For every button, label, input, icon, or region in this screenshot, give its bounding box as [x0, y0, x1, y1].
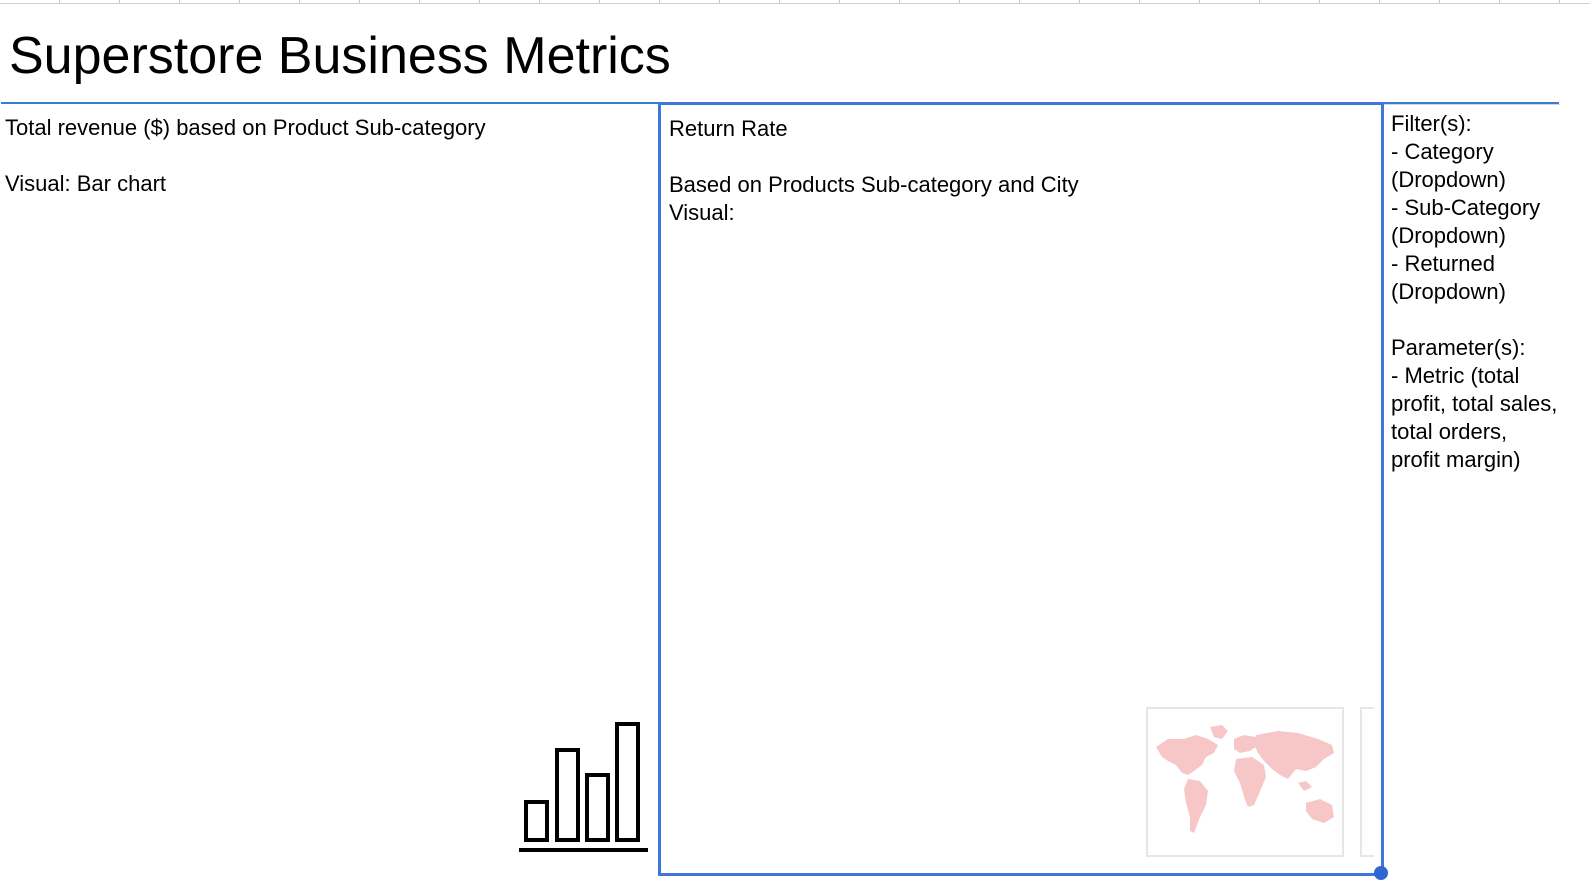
revenue-panel-visual-label: Visual: Bar chart [5, 171, 167, 196]
filter-item: - Sub-Category (Dropdown) [1391, 195, 1541, 248]
filters-heading: Filter(s): [1391, 111, 1472, 136]
ruler [0, 0, 1590, 4]
return-rate-basis: Based on Products Sub-category and City [669, 172, 1079, 197]
thumbnail-partial [1360, 707, 1374, 857]
filters-panel-text: Filter(s): - Category (Dropdown) - Sub-C… [1391, 110, 1559, 474]
spacer [5, 142, 486, 170]
bar-icon-bar [524, 800, 549, 842]
bar-chart-icon [519, 722, 648, 852]
return-rate-panel[interactable]: Return Rate Based on Products Sub-catego… [658, 102, 1384, 876]
bar-icon-bar [585, 773, 610, 842]
spacer [669, 143, 1079, 171]
spacer [1391, 306, 1559, 334]
revenue-panel-heading: Total revenue ($) based on Product Sub-c… [5, 115, 486, 140]
parameter-item: - Metric (total profit, total sales, tot… [1391, 363, 1558, 472]
resize-handle[interactable] [1374, 866, 1388, 880]
return-rate-visual-label: Visual: [669, 200, 735, 225]
return-rate-heading: Return Rate [669, 116, 788, 141]
title-section[interactable]: Superstore Business Metrics [1, 4, 1559, 104]
filter-item: - Category (Dropdown) [1391, 139, 1506, 192]
bar-icon-bar [615, 722, 640, 842]
page-title: Superstore Business Metrics [9, 27, 671, 85]
return-rate-panel-text: Return Rate Based on Products Sub-catego… [669, 115, 1079, 227]
bar-icon-bar [555, 748, 580, 842]
divider [1384, 104, 1560, 105]
world-map-icon [1156, 725, 1334, 833]
filters-panel[interactable]: Filter(s): - Category (Dropdown) - Sub-C… [1384, 104, 1560, 874]
parameters-heading: Parameter(s): [1391, 335, 1526, 360]
world-map-thumbnail[interactable] [1146, 707, 1344, 857]
revenue-panel-text: Total revenue ($) based on Product Sub-c… [5, 114, 486, 198]
filter-item: - Returned (Dropdown) [1391, 251, 1506, 304]
